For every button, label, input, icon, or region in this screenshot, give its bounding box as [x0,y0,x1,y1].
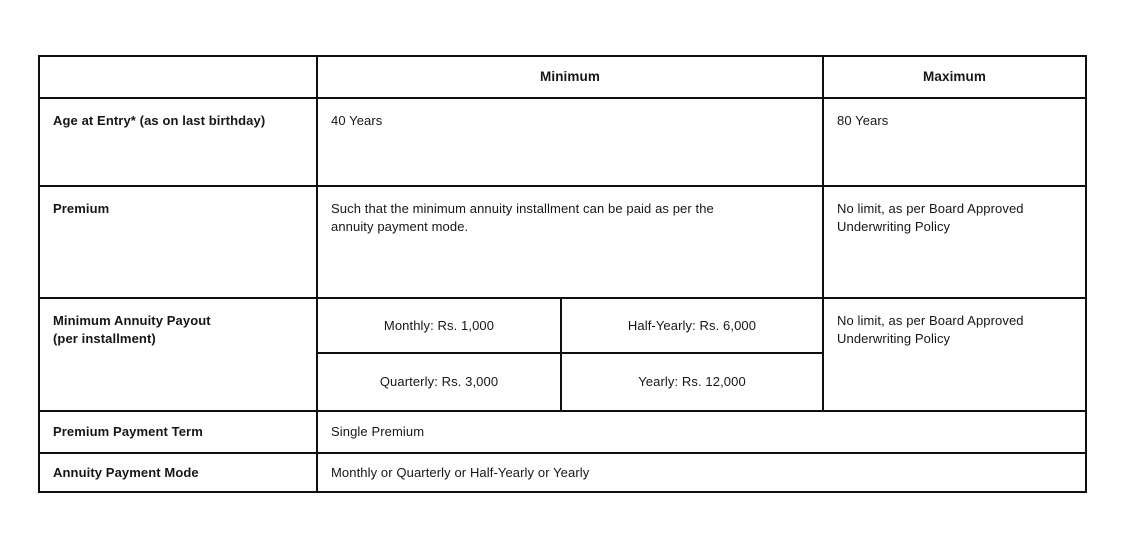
annuity-payment-mode-label: Annuity Payment Mode [40,454,316,491]
payout-monthly-value: Monthly: Rs. 1,000 [318,299,560,352]
annuity-payout-maximum: No limit, as per Board Approved Underwri… [824,299,1085,410]
annuity-payment-mode-value: Monthly or Quarterly or Half-Yearly or Y… [318,454,1085,491]
premium-payment-term-value: Single Premium [318,412,1085,452]
header-maximum: Maximum [824,57,1085,97]
header-empty-cell [40,57,316,97]
payout-half-yearly-value: Half-Yearly: Rs. 6,000 [562,299,822,352]
premium-minimum: Such that the minimum annuity installmen… [318,187,822,297]
header-minimum: Minimum [318,57,822,97]
age-at-entry-maximum: 80 Years [824,99,1085,185]
premium-payment-term-label: Premium Payment Term [40,412,316,452]
eligibility-criteria-table: Minimum Maximum Age at Entry* (as on las… [38,55,1087,493]
age-at-entry-label: Age at Entry* (as on last birthday) [40,99,316,185]
payout-yearly-value: Yearly: Rs. 12,000 [562,354,822,410]
premium-maximum: No limit, as per Board Approved Underwri… [824,187,1085,297]
payout-quarterly-value: Quarterly: Rs. 3,000 [318,354,560,410]
premium-label: Premium [40,187,316,297]
age-at-entry-minimum: 40 Years [318,99,822,185]
annuity-payout-label: Minimum Annuity Payout (per installment) [40,299,316,410]
